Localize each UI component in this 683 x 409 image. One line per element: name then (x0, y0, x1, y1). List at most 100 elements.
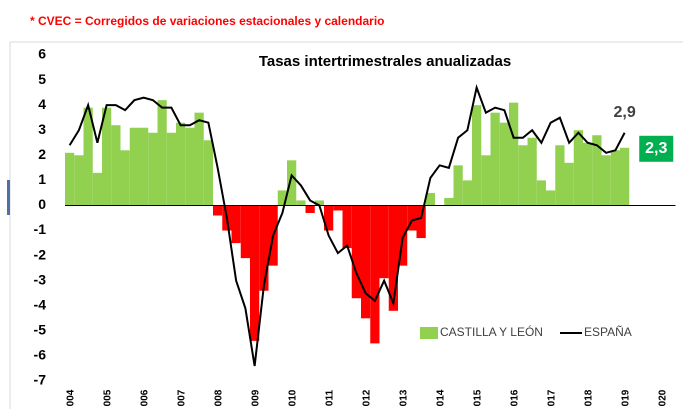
bar (203, 140, 213, 206)
x-tick-label: 009 (251, 389, 262, 406)
bar (351, 205, 361, 299)
bar (407, 205, 417, 231)
bar (462, 180, 472, 206)
y-tick-label: 3 (38, 121, 46, 137)
bar (129, 127, 139, 206)
x-tick-label: 004 (66, 389, 77, 406)
bar (361, 205, 371, 319)
y-tick-label: 5 (38, 71, 46, 87)
bar (573, 130, 583, 206)
bar (185, 127, 195, 206)
bar (92, 172, 102, 206)
bar (74, 155, 84, 206)
bar (472, 105, 482, 206)
bar (370, 205, 380, 344)
bar (83, 107, 93, 206)
value-label: 2,3 (645, 140, 667, 157)
bar (250, 205, 260, 341)
bar (277, 190, 287, 206)
bar (416, 205, 426, 239)
bar (555, 145, 565, 206)
bar (546, 190, 556, 206)
y-tick-label: 2 (38, 146, 46, 162)
side-marker (7, 180, 10, 215)
x-tick-label: 005 (103, 389, 114, 406)
bar (305, 205, 315, 213)
y-tick-label: 6 (38, 46, 46, 62)
bar (453, 165, 463, 206)
bar (518, 145, 528, 206)
x-tick-label: 006 (140, 389, 151, 406)
bar (610, 150, 620, 206)
x-tick-label: 017 (547, 389, 558, 406)
bar (601, 155, 611, 206)
x-tick-label: 008 (214, 389, 225, 406)
bar (481, 155, 491, 206)
y-tick-label: 1 (38, 171, 46, 187)
bar (425, 192, 435, 206)
bar (65, 152, 75, 206)
bar (194, 112, 204, 206)
x-tick-label: 012 (362, 389, 373, 406)
x-tick-label: 013 (399, 389, 410, 406)
y-tick-label: -6 (34, 347, 47, 363)
y-tick-label: -2 (34, 246, 47, 262)
bar (564, 162, 574, 206)
y-tick-label: -5 (34, 322, 47, 338)
bar (536, 180, 546, 206)
line (68, 84, 626, 367)
bar (398, 205, 408, 266)
y-tick-label: 4 (38, 96, 46, 112)
y-tick-label: 0 (38, 196, 46, 212)
bar (231, 205, 241, 244)
bar (490, 112, 500, 206)
x-tick-label: 016 (510, 389, 521, 406)
legend-label: CASTILLA Y LEÓN (440, 324, 543, 339)
bar (148, 132, 158, 206)
value-label: 2,9 (614, 104, 636, 121)
y-tick-label: -7 (34, 372, 47, 388)
y-tick-label: -3 (34, 271, 47, 287)
x-tick-label: 007 (177, 389, 188, 406)
legend-label: ESPAÑA (584, 325, 632, 339)
bar (102, 107, 112, 206)
chart-title: Tasas intertrimestrales anualizadas (259, 53, 511, 70)
bar (259, 205, 269, 291)
value-label-box (639, 135, 674, 162)
bar (111, 125, 121, 206)
bar (388, 205, 398, 311)
x-tick-label: 014 (436, 389, 447, 406)
bar (592, 135, 602, 206)
x-tick-label: 018 (584, 389, 595, 406)
frame (9, 41, 683, 409)
bar (176, 122, 186, 206)
bar (527, 137, 537, 206)
x-tick-label: 010 (288, 389, 299, 406)
bar (287, 160, 297, 206)
bar (166, 132, 176, 206)
x-tick-label: 015 (473, 389, 484, 406)
header-note: * CVEC = Corregidos de variaciones estac… (30, 14, 384, 28)
x-tick-label: 019 (621, 389, 632, 406)
bar (120, 150, 130, 206)
bar (620, 147, 630, 206)
bar (342, 205, 352, 249)
bar (499, 122, 509, 206)
bar (324, 205, 334, 231)
bar (314, 200, 324, 206)
bar (509, 102, 519, 206)
x-tick-label: 011 (325, 389, 336, 406)
legend-swatch (420, 327, 438, 339)
bar (444, 197, 454, 206)
bar (296, 200, 306, 206)
bar (583, 142, 593, 206)
bar (333, 205, 343, 211)
bar (139, 127, 149, 206)
bar (157, 100, 167, 206)
bar (213, 205, 223, 216)
y-tick-label: -1 (34, 221, 47, 237)
bar (240, 205, 250, 259)
bar (379, 205, 389, 279)
x-tick-label: 020 (658, 389, 669, 406)
